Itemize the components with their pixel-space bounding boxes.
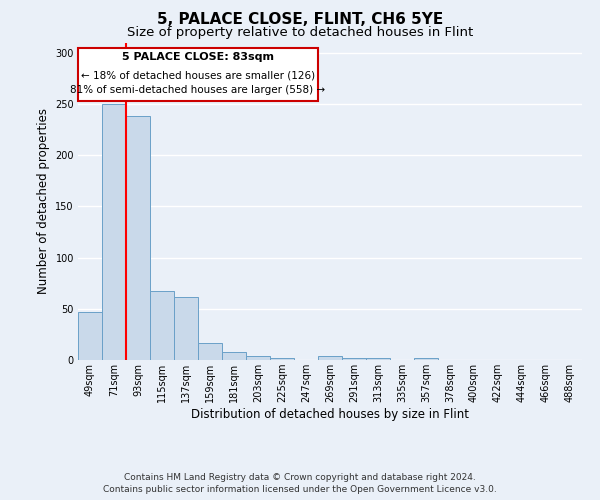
Bar — [150, 292, 174, 360]
Bar — [270, 358, 294, 360]
Bar — [318, 356, 342, 360]
X-axis label: Distribution of detached houses by size in Flint: Distribution of detached houses by size … — [191, 408, 469, 421]
Text: ← 18% of detached houses are smaller (126): ← 18% of detached houses are smaller (12… — [81, 70, 315, 80]
Bar — [102, 104, 126, 360]
Y-axis label: Number of detached properties: Number of detached properties — [37, 108, 50, 294]
Bar — [222, 352, 246, 360]
Text: 5, PALACE CLOSE, FLINT, CH6 5YE: 5, PALACE CLOSE, FLINT, CH6 5YE — [157, 12, 443, 28]
Bar — [174, 296, 198, 360]
Text: 5 PALACE CLOSE: 83sqm: 5 PALACE CLOSE: 83sqm — [122, 52, 274, 62]
Text: 81% of semi-detached houses are larger (558) →: 81% of semi-detached houses are larger (… — [70, 85, 326, 95]
Text: Contains HM Land Registry data © Crown copyright and database right 2024.
Contai: Contains HM Land Registry data © Crown c… — [103, 472, 497, 494]
Bar — [342, 358, 366, 360]
FancyBboxPatch shape — [78, 48, 318, 101]
Bar — [78, 312, 102, 360]
Text: Size of property relative to detached houses in Flint: Size of property relative to detached ho… — [127, 26, 473, 39]
Bar — [246, 356, 270, 360]
Bar — [414, 358, 438, 360]
Bar — [198, 342, 222, 360]
Bar — [126, 116, 150, 360]
Bar — [366, 358, 390, 360]
